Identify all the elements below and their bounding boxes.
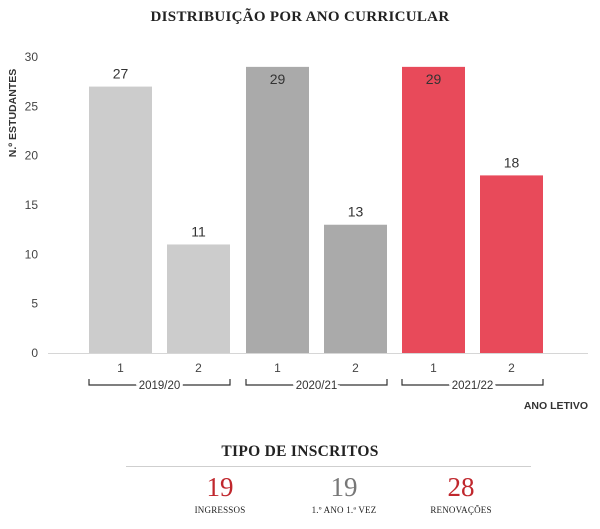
x-tick-label: 1 (274, 361, 281, 375)
y-tick-label: 20 (25, 149, 39, 163)
stat-label: INGRESSOS (194, 505, 246, 515)
x-tick-label: 2 (195, 361, 202, 375)
stat-label: 1.º ANO 1.ª VEZ (311, 505, 377, 515)
y-axis-title: N.º ESTUDANTES (7, 69, 19, 157)
group-bracket (88, 379, 231, 386)
bar (246, 66, 309, 353)
x-tick-label: 1 (430, 361, 437, 375)
y-tick-label: 30 (25, 50, 39, 64)
y-tick-label: 0 (31, 346, 38, 360)
x-tick-label: 1 (117, 361, 124, 375)
data-label: 11 (191, 223, 206, 239)
data-label: 18 (504, 154, 520, 170)
stat-first-year: 19 1.º ANO 1.ª VEZ (274, 472, 414, 515)
stat-value: 28 (447, 472, 475, 502)
y-tick-label: 10 (25, 247, 39, 261)
bar (324, 224, 387, 353)
bar (89, 86, 152, 353)
chart-title: DISTRIBUIÇÃO POR ANO CURRICULAR (150, 9, 450, 25)
group-bracket (245, 379, 388, 386)
bar (402, 66, 465, 353)
stat-value: 19 (330, 472, 358, 502)
x-tick-label: 2 (508, 361, 515, 375)
enrollment-type-title: TIPO DE INSCRITOS (221, 443, 379, 460)
x-axis-title: ANO LETIVO (524, 400, 588, 412)
x-tick-label: 2 (352, 361, 359, 375)
data-label: 29 (426, 71, 442, 87)
bar (167, 244, 230, 353)
group-label: 2019/20 (139, 380, 181, 392)
data-label: 29 (270, 71, 286, 87)
stat-label: RENOVAÇÕES (430, 505, 492, 515)
group-label: 2020/21 (296, 380, 338, 392)
y-tick-label: 5 (31, 297, 38, 311)
stat-ingressos: 19 INGRESSOS (150, 472, 290, 515)
data-label: 13 (348, 204, 364, 220)
y-tick-label: 15 (25, 198, 39, 212)
y-tick-label: 25 (25, 99, 39, 113)
divider (126, 466, 531, 467)
stat-value: 19 (206, 472, 234, 502)
stat-renovacoes: 28 RENOVAÇÕES (391, 472, 531, 515)
bar (480, 175, 543, 353)
data-label: 27 (113, 66, 129, 82)
group-bracket (401, 379, 544, 386)
group-label: 2021/22 (452, 380, 494, 392)
